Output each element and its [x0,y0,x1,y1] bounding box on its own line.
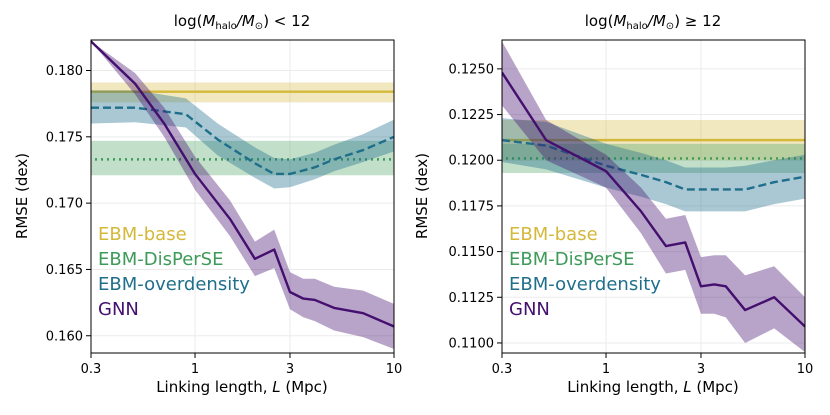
ebm-overdensity-line [91,106,394,176]
y-tick-label: 0.170 [46,197,83,212]
y-tick-label: 0.1100 [449,336,495,351]
y-axis-label: RMSE (dex) [413,153,431,239]
legend-ebm-disperse: EBM-DisPerSE [509,249,634,270]
gnn-band [91,41,394,350]
x-tick-label: 10 [386,362,403,377]
x-axis-label: Linking length, L (Mpc) [567,378,739,396]
y-tick-label: 0.1125 [449,291,495,306]
gnn-line [502,71,805,328]
series-layer [502,41,805,353]
x-tick-label: 0.3 [81,362,102,377]
plot-frame [501,39,806,354]
right-panel: 0.3 1 3 10 0.1100 0.1125 0.1150 0.1175 0.1200 0.1… [413,12,813,396]
legend-ebm-base: EBM-base [509,224,598,245]
legend-ebm-overdensity: EBM-overdensity [98,274,250,295]
tick-layer: 0.3 1 3 10 0.160 0.165 0.170 0.175 0.180 [46,64,402,377]
y-tick-label: 0.160 [46,329,83,344]
legend: EBM-base EBM-DisPerSE EBM-overdensity GNN [509,224,661,320]
tick-layer: 0.3 1 3 10 0.1100 0.1125 0.1150 0.1175 0.1200 0.1… [449,62,814,377]
ebm-overdensity-band [502,118,805,212]
y-axis-label: RMSE (dex) [13,153,31,239]
y-tick-label: 0.1175 [449,199,495,214]
legend-ebm-base: EBM-base [98,224,187,245]
y-tick-label: 0.1250 [449,62,495,77]
gnn-line [91,40,394,328]
y-tick-label: 0.180 [46,64,83,79]
ebm-disperse-band [91,140,394,176]
y-tick-label: 0.1200 [449,154,495,169]
chart-title: log(Mhalo/M⊙) ≥ 12 [585,12,721,32]
y-tick-label: 0.175 [46,130,83,145]
plot-frame [90,39,395,354]
chart-title: log(Mhalo/M⊙) < 12 [174,12,310,32]
legend-gnn: GNN [509,299,550,320]
ebm-overdensity-line [502,138,805,191]
legend-gnn: GNN [98,299,139,320]
y-tick-label: 0.165 [46,263,83,278]
left-panel: 0.3 1 3 10 0.160 0.165 0.170 0.175 0.180 log(Mha… [13,12,402,396]
x-tick-label: 0.3 [492,362,513,377]
gnn-band [502,41,805,353]
x-tick-label: 3 [286,362,294,377]
x-tick-label: 10 [797,362,814,377]
x-tick-label: 1 [191,362,199,377]
legend-ebm-overdensity: EBM-overdensity [509,274,661,295]
y-tick-label: 0.1225 [449,108,495,123]
ebm-overdensity-band [91,90,394,189]
x-tick-label: 1 [602,362,610,377]
series-layer [91,40,394,350]
legend: EBM-base EBM-DisPerSE EBM-overdensity GNN [98,224,250,320]
legend-ebm-disperse: EBM-DisPerSE [98,249,223,270]
x-tick-label: 3 [697,362,705,377]
x-axis-label: Linking length, L (Mpc) [156,378,328,396]
y-tick-label: 0.1150 [449,245,495,260]
